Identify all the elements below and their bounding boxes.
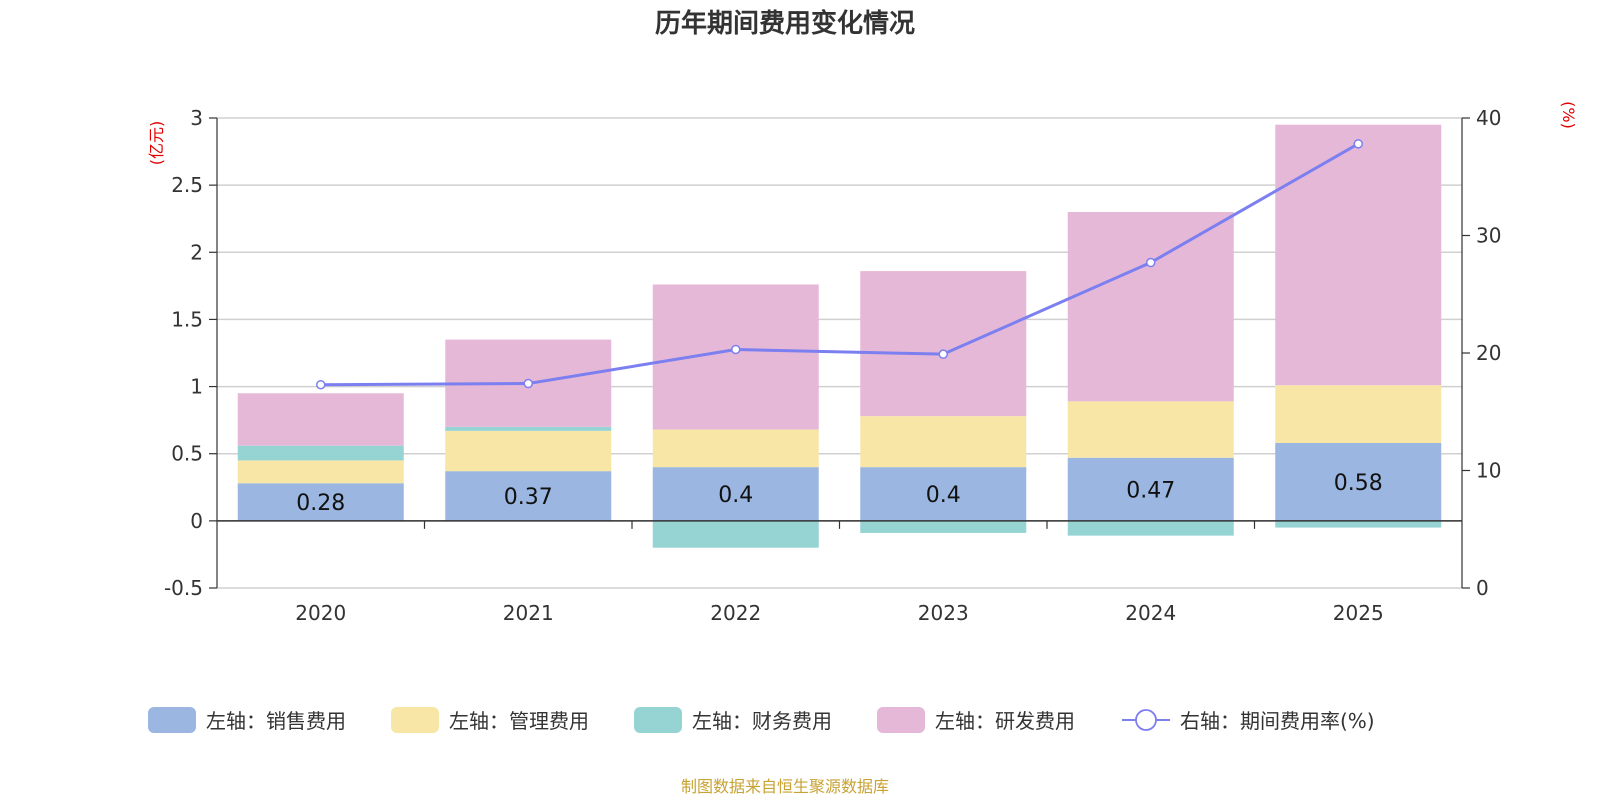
category-label: 2024 <box>1125 601 1176 625</box>
bar-segment[interactable] <box>860 271 1027 417</box>
category-label: 2022 <box>710 601 761 625</box>
right-tick-label: 30 <box>1476 224 1501 248</box>
legend-swatch[interactable] <box>877 707 925 733</box>
bar-segment[interactable] <box>1067 401 1234 458</box>
bar-value-label: 0.4 <box>718 483 753 508</box>
legend-swatch[interactable] <box>148 707 196 733</box>
legend[interactable]: 左轴：销售费用 左轴：管理费用 左轴：财务费用 左轴：研发费用 右轴：期间费用率(%) <box>148 707 1375 733</box>
left-tick-label: 2 <box>190 240 203 264</box>
legend-label[interactable]: 左轴：研发费用 <box>935 709 1075 733</box>
left-tick-label: 1.5 <box>171 307 203 331</box>
bar-segment[interactable] <box>1275 520 1442 528</box>
bar-segment[interactable] <box>445 426 612 431</box>
left-tick-label: 2.5 <box>171 173 203 197</box>
legend-label[interactable]: 右轴：期间费用率(%) <box>1180 709 1375 733</box>
rate-line-path <box>320 142 1359 387</box>
category-label: 2020 <box>295 601 346 625</box>
left-tick-label: 1 <box>190 375 203 399</box>
rate-line <box>316 139 1363 390</box>
bar-segment[interactable] <box>652 284 819 430</box>
legend-label[interactable]: 左轴：财务费用 <box>692 709 832 733</box>
bar-value-label: 0.37 <box>504 485 553 510</box>
rate-point[interactable] <box>316 379 326 390</box>
bar-labels: 0.28 0.37 0.4 0.4 0.47 0.58 <box>296 471 1382 516</box>
left-tick-label: 0 <box>190 509 203 533</box>
rate-point[interactable] <box>1146 257 1156 268</box>
chart-title: 历年期间费用变化情况 <box>655 8 915 39</box>
legend-swatch[interactable] <box>391 707 439 733</box>
bar-value-label: 0.28 <box>296 491 345 516</box>
rate-point[interactable] <box>938 349 948 359</box>
bar-segment[interactable] <box>860 467 1027 521</box>
bar-value-label: 0.4 <box>926 483 961 508</box>
left-tick-label: -0.5 <box>164 576 203 600</box>
bar-segment[interactable] <box>237 483 404 521</box>
bars <box>237 124 1442 548</box>
bar-segment[interactable] <box>1275 442 1442 521</box>
legend-line-marker[interactable] <box>1135 709 1157 731</box>
bar-segment[interactable] <box>652 467 819 521</box>
bar-segment[interactable] <box>237 460 404 484</box>
left-tick-label: 0.5 <box>171 442 203 466</box>
rate-point[interactable] <box>523 378 533 389</box>
bar-value-label: 0.47 <box>1126 478 1175 503</box>
source-note: 制图数据来自恒生聚源数据库 <box>681 777 889 796</box>
category-label: 2023 <box>918 601 969 625</box>
right-axis-unit: (%) <box>1559 101 1578 129</box>
axes: 3 2.5 2 1.5 1 0.5 0 -0.5 40 30 20 10 0 2020 2021 2022 20… <box>164 106 1501 625</box>
bar-segment[interactable] <box>860 416 1027 468</box>
bar-segment[interactable] <box>445 471 612 521</box>
rate-point[interactable] <box>731 344 741 355</box>
right-tick-label: 10 <box>1476 459 1501 483</box>
bar-segment[interactable] <box>445 430 612 472</box>
left-tick-label: 3 <box>190 106 203 130</box>
bar-segment[interactable] <box>1067 212 1234 402</box>
category-label: 2021 <box>503 601 554 625</box>
legend-swatch[interactable] <box>634 707 682 733</box>
bar-segment[interactable] <box>1275 385 1442 443</box>
bar-value-label: 0.58 <box>1334 471 1383 496</box>
legend-label[interactable]: 左轴：管理费用 <box>449 709 589 733</box>
bar-segment[interactable] <box>1275 124 1442 386</box>
left-axis-unit: (亿元) <box>147 121 166 166</box>
legend-label[interactable]: 左轴：销售费用 <box>206 709 346 733</box>
bar-segment[interactable] <box>860 520 1027 533</box>
bar-segment[interactable] <box>652 520 819 548</box>
bar-segment[interactable] <box>237 445 404 461</box>
bar-segment[interactable] <box>237 393 404 446</box>
right-tick-label: 20 <box>1476 341 1501 365</box>
bar-segment[interactable] <box>652 429 819 468</box>
bar-segment[interactable] <box>1067 520 1234 536</box>
category-label: 2025 <box>1333 601 1384 625</box>
right-tick-label: 40 <box>1476 106 1501 130</box>
rate-point[interactable] <box>1353 139 1363 149</box>
right-tick-label: 0 <box>1476 576 1489 600</box>
bar-segment[interactable] <box>1067 457 1234 521</box>
